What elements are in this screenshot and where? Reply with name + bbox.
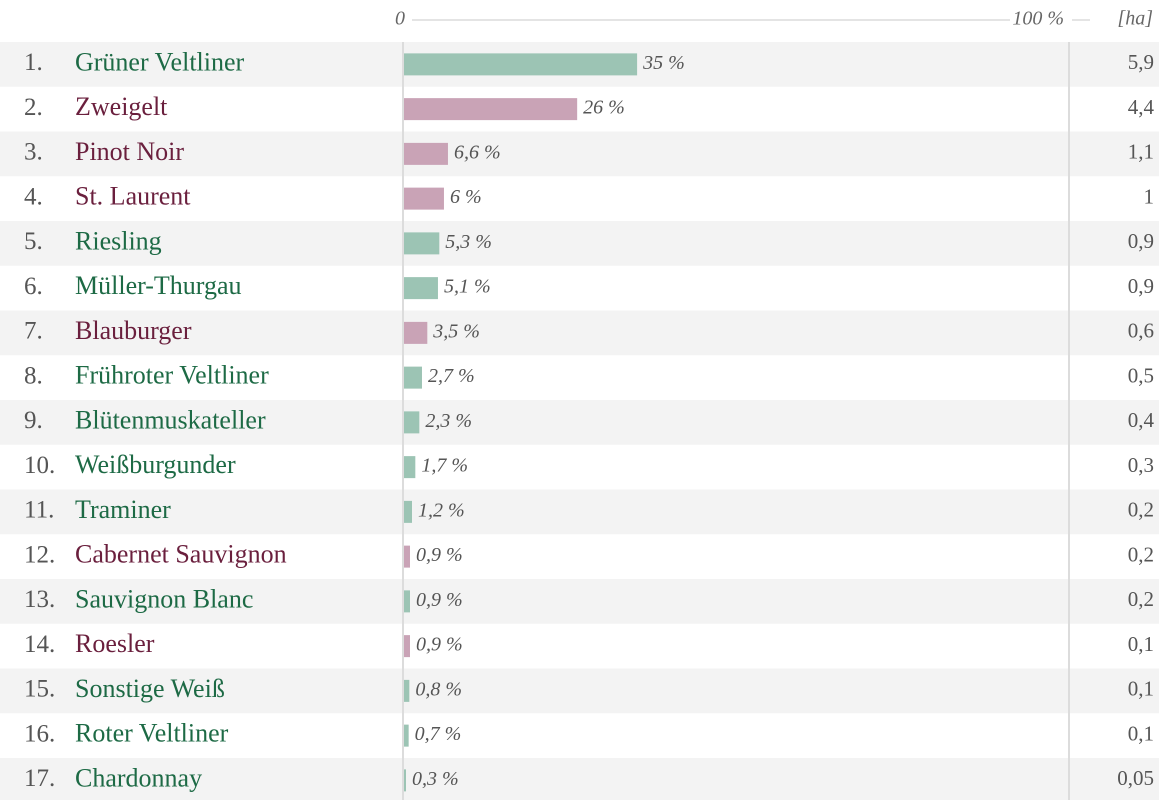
value-label: 5,3 % — [445, 231, 492, 253]
bar — [404, 277, 438, 300]
value-label: 1,7 % — [421, 455, 468, 477]
area-value: 0,1 — [1128, 632, 1154, 656]
area-value: 4,4 — [1128, 95, 1155, 119]
area-value: 5,9 — [1128, 50, 1154, 74]
area-value: 0,6 — [1128, 319, 1154, 343]
rank: 15. — [24, 676, 55, 703]
row-background — [0, 489, 1159, 535]
bar — [404, 232, 440, 255]
value-label: 0,3 % — [412, 768, 459, 790]
rank: 16. — [24, 720, 55, 747]
area-value: 0,9 — [1128, 274, 1154, 298]
value-label: 6,6 % — [454, 141, 501, 163]
category-label: Roter Veltliner — [75, 719, 229, 748]
value-label: 2,3 % — [425, 410, 472, 432]
category-label: Cabernet Sauvignon — [75, 540, 287, 569]
area-value: 1 — [1144, 184, 1155, 208]
category-label: Sonstige Weiß — [75, 674, 225, 703]
rank: 9. — [24, 407, 43, 434]
category-label: Weißburgunder — [75, 450, 236, 479]
value-label: 0,8 % — [415, 678, 462, 700]
area-value: 1,1 — [1128, 140, 1154, 164]
value-label: 0,7 % — [415, 723, 462, 745]
category-label: Pinot Noir — [75, 137, 184, 166]
rank: 17. — [24, 765, 55, 792]
value-label: 0,9 % — [416, 634, 463, 656]
rank: 14. — [24, 631, 55, 658]
category-label: Blauburger — [75, 316, 192, 345]
category-label: Grüner Veltliner — [75, 47, 245, 76]
value-label: 0,9 % — [416, 589, 463, 611]
row-background — [0, 579, 1159, 624]
area-value: 0,1 — [1128, 721, 1154, 745]
rank: 3. — [24, 139, 43, 166]
x-tick-label: 100 % — [1012, 8, 1064, 30]
area-value: 0,2 — [1128, 542, 1154, 566]
area-value: 0,2 — [1128, 498, 1154, 522]
bar — [404, 769, 406, 792]
bar — [404, 411, 420, 434]
bar — [404, 545, 410, 568]
category-label: Traminer — [75, 495, 171, 524]
row-background — [0, 131, 1159, 177]
bar — [404, 500, 412, 523]
value-label: 5,1 % — [444, 276, 491, 298]
rank: 4. — [24, 183, 43, 210]
bar — [404, 590, 410, 613]
bar — [404, 635, 410, 658]
bar — [404, 366, 422, 389]
rank: 13. — [24, 586, 55, 613]
rank: 10. — [24, 452, 55, 479]
area-value: 0,2 — [1128, 587, 1154, 611]
row-background — [0, 221, 1159, 266]
bar — [404, 724, 409, 747]
row-background — [0, 310, 1159, 356]
bar — [404, 142, 448, 165]
bar — [404, 187, 444, 210]
rank: 1. — [24, 49, 43, 76]
rank: 8. — [24, 362, 43, 389]
rank: 5. — [24, 228, 43, 255]
rank: 2. — [24, 94, 43, 121]
bar — [404, 456, 416, 479]
value-label: 3,5 % — [432, 320, 480, 342]
area-value: 0,5 — [1128, 363, 1154, 387]
area-value: 0,3 — [1128, 453, 1154, 477]
category-label: Riesling — [75, 226, 162, 255]
rank: 11. — [24, 497, 54, 524]
category-label: Müller-Thurgau — [75, 271, 242, 300]
rank: 12. — [24, 541, 55, 568]
value-label: 0,9 % — [416, 544, 463, 566]
value-label: 6 % — [450, 186, 482, 208]
area-value: 0,9 — [1128, 229, 1154, 253]
value-label: 1,2 % — [418, 499, 465, 521]
row-background — [0, 758, 1159, 800]
rank: 7. — [24, 318, 43, 345]
row-background — [0, 668, 1159, 714]
bar — [404, 321, 428, 344]
category-label: Roesler — [75, 629, 155, 658]
value-label: 35 % — [642, 52, 685, 74]
category-label: St. Laurent — [75, 182, 191, 211]
category-label: Chardonnay — [75, 763, 202, 792]
bar — [404, 679, 410, 702]
value-label: 26 % — [583, 97, 625, 119]
x-tick-label: 0 — [395, 8, 405, 30]
category-label: Zweigelt — [75, 92, 168, 121]
category-label: Frühroter Veltliner — [75, 361, 269, 390]
column-header: [ha] — [1117, 8, 1153, 30]
rank: 6. — [24, 273, 43, 300]
category-label: Blütenmuskateller — [75, 405, 266, 434]
value-label: 2,7 % — [428, 365, 475, 387]
area-value: 0,4 — [1128, 408, 1155, 432]
row-background — [0, 400, 1159, 445]
area-value: 0,1 — [1128, 677, 1154, 701]
area-value: 0,05 — [1117, 766, 1154, 790]
category-label: Sauvignon Blanc — [75, 584, 253, 613]
bar — [404, 98, 578, 121]
bar — [404, 53, 638, 76]
